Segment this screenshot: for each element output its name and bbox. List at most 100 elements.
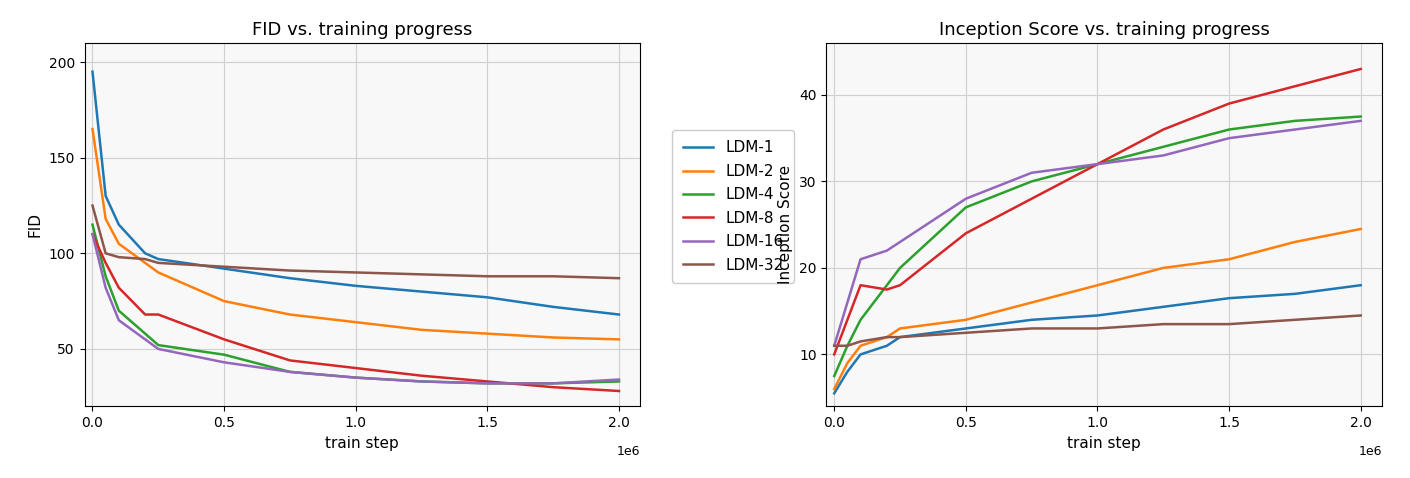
Line: LDM-32: LDM-32 bbox=[835, 315, 1361, 346]
LDM-16 bbox=[216, 359, 233, 365]
LDM-2 bbox=[216, 298, 233, 304]
LDM-16 bbox=[611, 377, 627, 382]
LDM-1 bbox=[1155, 304, 1172, 310]
LDM-16 bbox=[891, 239, 908, 245]
LDM-32 bbox=[957, 330, 974, 336]
LDM-8 bbox=[544, 384, 561, 390]
LDM-32 bbox=[1024, 326, 1041, 331]
LDM-1 bbox=[1352, 282, 1369, 288]
LDM-1 bbox=[347, 283, 364, 289]
LDM-2 bbox=[839, 360, 856, 366]
LDM-8 bbox=[891, 282, 908, 288]
LDM-8 bbox=[110, 285, 127, 291]
LDM-4 bbox=[826, 373, 843, 379]
X-axis label: train step: train step bbox=[326, 435, 399, 451]
LDM-2 bbox=[891, 326, 908, 331]
LDM-2 bbox=[826, 386, 843, 392]
LDM-16 bbox=[839, 300, 856, 305]
LDM-2 bbox=[110, 241, 127, 247]
LDM-2 bbox=[85, 126, 102, 132]
LDM-8 bbox=[1352, 66, 1369, 72]
LDM-2 bbox=[97, 216, 114, 222]
LDM-8 bbox=[282, 358, 299, 363]
LDM-1 bbox=[149, 256, 166, 262]
LDM-8 bbox=[216, 337, 233, 342]
LDM-16 bbox=[544, 380, 561, 386]
LDM-8 bbox=[611, 388, 627, 394]
LDM-32 bbox=[1286, 317, 1303, 323]
LDM-1 bbox=[891, 334, 908, 340]
LDM-2 bbox=[1286, 239, 1303, 245]
LDM-16 bbox=[1024, 170, 1041, 175]
Text: 1e6: 1e6 bbox=[616, 445, 640, 458]
Line: LDM-16: LDM-16 bbox=[93, 234, 619, 383]
LDM-4 bbox=[611, 379, 627, 384]
LDM-8 bbox=[137, 312, 154, 317]
X-axis label: train step: train step bbox=[1067, 435, 1141, 451]
LDM-8 bbox=[1221, 101, 1238, 107]
LDM-1 bbox=[1089, 313, 1105, 318]
LDM-4 bbox=[282, 369, 299, 375]
LDM-1 bbox=[611, 312, 627, 317]
LDM-4 bbox=[137, 331, 154, 337]
LDM-16 bbox=[137, 337, 154, 342]
LDM-32 bbox=[110, 254, 127, 260]
LDM-4 bbox=[413, 379, 430, 384]
LDM-16 bbox=[957, 196, 974, 202]
Line: LDM-4: LDM-4 bbox=[835, 117, 1361, 376]
LDM-1 bbox=[479, 294, 496, 300]
LDM-4 bbox=[891, 265, 908, 271]
LDM-4 bbox=[110, 308, 127, 314]
LDM-4 bbox=[839, 343, 856, 348]
LDM-8 bbox=[957, 230, 974, 236]
LDM-8 bbox=[347, 365, 364, 371]
Line: LDM-16: LDM-16 bbox=[835, 121, 1361, 346]
LDM-32 bbox=[1352, 313, 1369, 318]
LDM-32 bbox=[347, 270, 364, 275]
LDM-4 bbox=[97, 273, 114, 279]
LDM-8 bbox=[97, 260, 114, 266]
LDM-8 bbox=[878, 287, 895, 293]
LDM-8 bbox=[479, 379, 496, 384]
LDM-32 bbox=[1089, 326, 1105, 331]
LDM-16 bbox=[1352, 118, 1369, 124]
LDM-4 bbox=[1352, 114, 1369, 120]
LDM-1 bbox=[826, 391, 843, 396]
LDM-8 bbox=[826, 351, 843, 357]
LDM-1 bbox=[137, 250, 154, 256]
LDM-2 bbox=[957, 317, 974, 323]
Line: LDM-1: LDM-1 bbox=[93, 72, 619, 315]
LDM-1 bbox=[852, 351, 869, 357]
LDM-4 bbox=[1024, 179, 1041, 185]
LDM-32 bbox=[149, 260, 166, 266]
Line: LDM-32: LDM-32 bbox=[93, 206, 619, 278]
Line: LDM-2: LDM-2 bbox=[835, 229, 1361, 389]
LDM-32 bbox=[1155, 321, 1172, 327]
LDM-16 bbox=[110, 317, 127, 323]
Y-axis label: Inception Score: Inception Score bbox=[778, 165, 794, 284]
LDM-16 bbox=[479, 380, 496, 386]
LDM-1 bbox=[957, 326, 974, 331]
LDM-32 bbox=[544, 273, 561, 279]
LDM-2 bbox=[413, 327, 430, 333]
LDM-2 bbox=[852, 343, 869, 348]
Line: LDM-8: LDM-8 bbox=[93, 234, 619, 391]
LDM-8 bbox=[839, 317, 856, 323]
LDM-1 bbox=[97, 193, 114, 199]
LDM-4 bbox=[216, 352, 233, 358]
LDM-8 bbox=[413, 373, 430, 379]
LDM-32 bbox=[85, 203, 102, 208]
LDM-4 bbox=[85, 222, 102, 228]
LDM-1 bbox=[1024, 317, 1041, 323]
Title: FID vs. training progress: FID vs. training progress bbox=[252, 21, 472, 39]
LDM-2 bbox=[479, 331, 496, 337]
LDM-2 bbox=[1089, 282, 1105, 288]
LDM-4 bbox=[1089, 161, 1105, 167]
Line: LDM-2: LDM-2 bbox=[93, 129, 619, 339]
LDM-1 bbox=[1286, 291, 1303, 297]
LDM-32 bbox=[282, 268, 299, 273]
LDM-16 bbox=[413, 379, 430, 384]
Legend: LDM-1, LDM-2, LDM-4, LDM-8, LDM-16, LDM-32: LDM-1, LDM-2, LDM-4, LDM-8, LDM-16, LDM-… bbox=[673, 130, 794, 283]
LDM-16 bbox=[1221, 135, 1238, 141]
LDM-32 bbox=[891, 334, 908, 340]
